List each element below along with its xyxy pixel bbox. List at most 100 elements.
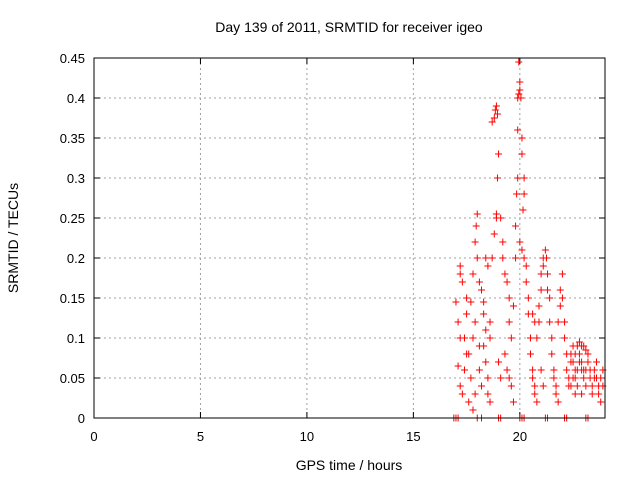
data-point — [471, 238, 479, 246]
data-point — [478, 382, 486, 390]
data-point — [531, 390, 539, 398]
data-point — [456, 262, 464, 270]
data-point — [501, 270, 509, 278]
data-point — [571, 390, 579, 398]
y-tick-label: 0.15 — [60, 291, 85, 306]
data-points — [450, 58, 607, 422]
data-point — [505, 318, 513, 326]
data-point — [550, 374, 558, 382]
data-point — [493, 110, 501, 118]
data-point — [509, 398, 517, 406]
data-point — [573, 382, 581, 390]
data-point — [456, 270, 464, 278]
data-point — [512, 222, 520, 230]
y-tick-label: 0.4 — [67, 91, 85, 106]
data-point — [592, 358, 600, 366]
data-point — [473, 210, 481, 218]
data-point — [463, 310, 471, 318]
data-point — [578, 390, 586, 398]
data-point — [561, 318, 569, 326]
data-point — [463, 294, 471, 302]
y-tick-label: 0.2 — [67, 251, 85, 266]
data-point — [507, 382, 515, 390]
data-point — [537, 270, 545, 278]
data-point — [505, 374, 513, 382]
data-point — [478, 286, 486, 294]
data-point — [471, 318, 479, 326]
data-point — [516, 86, 524, 94]
plot-frame — [93, 57, 606, 419]
data-point — [520, 174, 528, 182]
data-point — [452, 298, 460, 306]
data-point — [522, 262, 530, 270]
data-point — [520, 190, 528, 198]
grid-lines — [94, 58, 605, 418]
data-point — [490, 230, 498, 238]
data-point — [552, 382, 560, 390]
x-tick-label: 20 — [513, 429, 527, 444]
data-point — [537, 366, 545, 374]
data-point — [472, 222, 480, 230]
data-point — [558, 270, 566, 278]
data-point — [529, 374, 537, 382]
data-point — [582, 346, 590, 354]
y-tick-label: 0.25 — [60, 211, 85, 226]
data-point — [516, 78, 524, 86]
x-tick-label: 15 — [406, 429, 420, 444]
data-point — [518, 134, 526, 142]
data-point — [460, 334, 468, 342]
data-point — [460, 366, 468, 374]
data-point — [567, 382, 575, 390]
data-point — [501, 350, 509, 358]
data-point — [515, 58, 523, 66]
data-point — [514, 126, 522, 134]
data-point — [590, 366, 598, 374]
data-point — [480, 310, 488, 318]
data-point — [488, 254, 496, 262]
y-tick-label: 0.05 — [60, 371, 85, 386]
data-point — [480, 298, 488, 306]
data-point — [484, 262, 492, 270]
data-point — [563, 366, 571, 374]
axis-ticks: 0 0.05 0.1 0.15 0.2 0.25 0.3 0.35 0.4 0.45 0 5 10 15 2… — [60, 51, 605, 444]
data-point — [597, 374, 605, 382]
data-point — [495, 358, 503, 366]
data-point — [595, 390, 603, 398]
data-point — [524, 294, 532, 302]
data-point — [507, 334, 515, 342]
data-point — [505, 294, 513, 302]
data-point — [546, 318, 554, 326]
data-point — [513, 190, 521, 198]
data-point — [467, 374, 475, 382]
data-point — [469, 270, 477, 278]
data-point — [556, 302, 564, 310]
data-point — [503, 278, 511, 286]
data-point — [456, 382, 464, 390]
y-axis-label: SRMTID / TECUs — [5, 183, 21, 293]
data-point — [486, 334, 494, 342]
data-point — [512, 254, 520, 262]
data-point — [597, 398, 605, 406]
y-tick-label: 0.1 — [67, 331, 85, 346]
data-point — [454, 318, 462, 326]
data-point — [486, 318, 494, 326]
data-point — [544, 270, 552, 278]
data-point — [475, 366, 483, 374]
data-point — [558, 294, 566, 302]
data-point — [580, 374, 588, 382]
data-point — [499, 254, 507, 262]
data-point — [509, 302, 517, 310]
data-point — [571, 350, 579, 358]
data-point — [495, 150, 503, 158]
data-point — [575, 338, 583, 346]
data-point — [548, 334, 556, 342]
y-tick-label: 0 — [78, 411, 85, 426]
data-point — [588, 382, 596, 390]
data-point — [561, 334, 569, 342]
data-point — [467, 298, 475, 306]
data-point — [463, 350, 471, 358]
data-point — [537, 286, 545, 294]
data-point — [475, 342, 483, 350]
data-point — [554, 318, 562, 326]
data-point — [514, 174, 522, 182]
